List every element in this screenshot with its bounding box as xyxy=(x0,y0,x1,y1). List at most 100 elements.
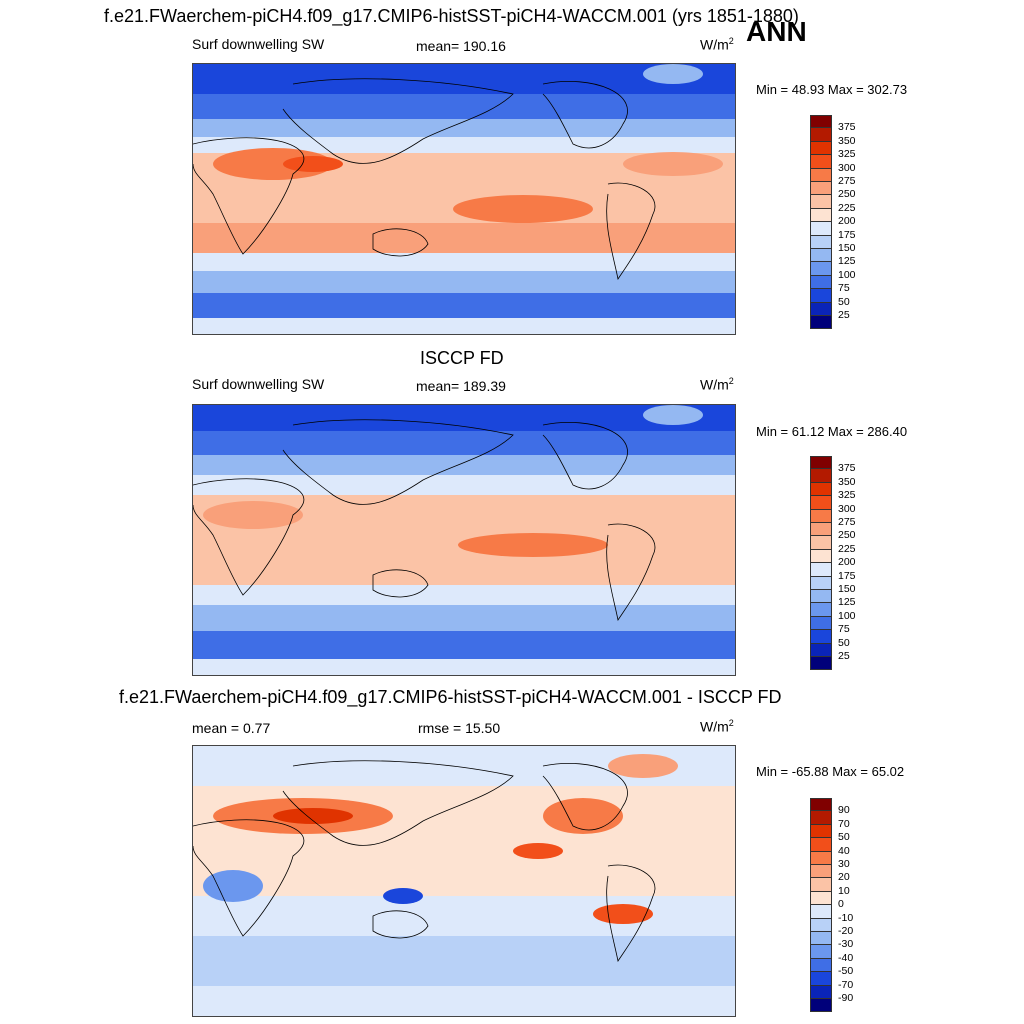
colorbar-label: 275 xyxy=(838,516,856,528)
panel3-map xyxy=(192,745,736,1017)
panel1-units-base: W/m xyxy=(700,36,729,53)
colorbar-label: 0 xyxy=(838,898,844,911)
colorbar-label: 20 xyxy=(838,871,850,884)
north-america-outline xyxy=(542,763,628,831)
australia-outline xyxy=(372,910,429,939)
panel2-map-svg xyxy=(193,405,735,675)
colorbar-box xyxy=(810,865,832,879)
panel1-units: W/m2 xyxy=(700,36,734,53)
arctic-band xyxy=(193,64,735,94)
maritime-negative xyxy=(383,888,423,904)
colorbar-label: 50 xyxy=(838,295,850,308)
colorbar-box xyxy=(810,249,832,263)
colorbar-box xyxy=(810,972,832,986)
colorbar-label: 250 xyxy=(838,529,856,542)
africa-warm xyxy=(203,501,303,529)
colorbar-box xyxy=(810,630,832,644)
south-mid-band xyxy=(193,253,735,271)
colorbar-label: 75 xyxy=(838,282,850,295)
pacific-positive xyxy=(513,843,563,859)
colorbar-box xyxy=(810,549,832,564)
colorbar-box xyxy=(810,155,832,169)
high-lat-band xyxy=(193,94,735,119)
southern-ocean-band xyxy=(193,631,735,659)
colorbar-label: 300 xyxy=(838,161,856,174)
colorbar-box xyxy=(810,275,832,290)
colorbar-box xyxy=(810,932,832,946)
southern-ocean-band xyxy=(193,293,735,318)
colorbar-box xyxy=(810,851,832,865)
colorbar-label: 225 xyxy=(838,201,856,214)
colorbar-box xyxy=(810,616,832,631)
colorbar-label: 275 xyxy=(838,175,856,187)
africa-negative xyxy=(203,870,263,902)
colorbar-label: 325 xyxy=(838,489,856,502)
colorbar-box xyxy=(810,482,832,497)
panel1-mean: mean= 190.16 xyxy=(416,38,506,54)
colorbar-label: 350 xyxy=(838,134,856,147)
colorbar-label: 100 xyxy=(838,268,856,281)
panel2-mean: mean= 189.39 xyxy=(416,378,506,394)
panel3-map-svg xyxy=(193,746,735,1016)
colorbar-box xyxy=(810,168,832,182)
colorbar-box xyxy=(810,985,832,999)
se-pacific-hotspot xyxy=(453,195,593,223)
colorbar-label: -70 xyxy=(838,978,854,991)
colorbar-label: 75 xyxy=(838,623,850,636)
n-america-positive xyxy=(543,798,623,834)
coastlines xyxy=(193,78,656,281)
colorbar-box xyxy=(810,496,832,510)
colorbar-box xyxy=(810,316,832,330)
panel3-units: W/m2 xyxy=(700,718,734,735)
south-america-outline xyxy=(606,523,656,622)
colorbar-label: 70 xyxy=(838,817,850,830)
colorbar-label: 40 xyxy=(838,844,850,857)
south-america-outline xyxy=(606,864,656,963)
africa-outline xyxy=(193,478,305,596)
eurasia-outline xyxy=(282,78,514,164)
colorbar-label: -50 xyxy=(838,965,854,978)
eurasia-outline xyxy=(282,419,514,505)
colorbar-label: 175 xyxy=(838,228,856,241)
colorbar-label: 225 xyxy=(838,542,856,555)
colorbar-label: -30 xyxy=(838,938,854,951)
coastlines xyxy=(193,760,656,963)
colorbar-box xyxy=(810,643,832,657)
subtrop-band xyxy=(193,137,735,153)
panel3-title: f.e21.FWaerchem-piCH4.f09_g17.CMIP6-hist… xyxy=(119,687,782,707)
panel2-units: W/m2 xyxy=(700,376,734,393)
colorbar-box xyxy=(810,878,832,892)
colorbar-label: 375 xyxy=(838,121,856,134)
southern-ocean-band xyxy=(193,936,735,986)
colorbar-label: 375 xyxy=(838,462,856,475)
australia-outline xyxy=(372,228,429,257)
panel1-minmax: Min = 48.93 Max = 302.73 xyxy=(756,82,908,97)
colorbar-box xyxy=(810,222,832,236)
colorbar-box xyxy=(810,182,832,196)
colorbar-label: 350 xyxy=(838,475,856,488)
colorbar-box xyxy=(810,918,832,932)
colorbar-box xyxy=(810,289,832,303)
panel2-map xyxy=(192,404,736,676)
coastlines xyxy=(193,419,656,622)
season-label: ANN xyxy=(746,16,807,47)
colorbar-box xyxy=(810,262,832,276)
colorbar-box xyxy=(810,563,832,577)
colorbar-box xyxy=(810,905,832,919)
colorbar-box xyxy=(810,509,832,523)
colorbar-label: 300 xyxy=(838,502,856,515)
colorbar-box xyxy=(810,657,832,671)
colorbar-label: 125 xyxy=(838,255,856,268)
colorbar-box xyxy=(810,115,832,129)
colorbar-box xyxy=(810,811,832,825)
panel1-units-sup: 2 xyxy=(728,36,734,46)
antarctic-band xyxy=(193,659,735,675)
colorbar-label: 50 xyxy=(838,831,850,844)
africa-outline xyxy=(193,137,305,255)
panel3-rmse: rmse = 15.50 xyxy=(418,720,501,736)
eurasia-outline xyxy=(282,760,514,846)
south-subtrop-band xyxy=(193,223,735,253)
colorbar-box xyxy=(810,195,832,209)
colorbar-box xyxy=(810,536,832,550)
panel1-map xyxy=(192,63,736,335)
